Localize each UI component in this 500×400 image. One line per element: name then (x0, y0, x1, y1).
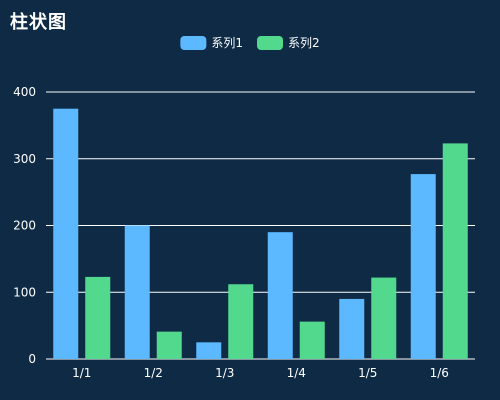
legend-swatch-series1[interactable] (180, 36, 206, 50)
legend-label-series1: 系列1 (211, 36, 243, 50)
y-tick-label: 0 (28, 352, 36, 366)
x-tick-label: 1/6 (430, 366, 449, 380)
legend-label-series2: 系列2 (288, 36, 320, 50)
bar-series2-4[interactable] (300, 322, 325, 359)
x-tick-label: 1/4 (287, 366, 306, 380)
bar-series2-2[interactable] (157, 332, 182, 359)
legend-swatch-series2[interactable] (257, 36, 283, 50)
bar-series1-4[interactable] (268, 232, 293, 359)
grid-layer (46, 92, 475, 359)
bar-series2-5[interactable] (371, 278, 396, 359)
legend[interactable]: 系列1 系列2 (180, 36, 319, 50)
x-tick-label: 1/1 (72, 366, 91, 380)
bar-series2-6[interactable] (443, 143, 468, 359)
bar-series1-2[interactable] (125, 226, 150, 360)
x-tick-label: 1/3 (215, 366, 234, 380)
bar-series1-5[interactable] (339, 299, 364, 359)
y-tick-label: 200 (13, 219, 36, 233)
x-tick-label: 1/5 (358, 366, 377, 380)
x-tick-label: 1/2 (144, 366, 163, 380)
y-tick-label: 100 (13, 285, 36, 299)
bar-series1-6[interactable] (411, 174, 436, 359)
bar-layer (53, 109, 468, 359)
y-tick-label: 400 (13, 85, 36, 99)
bar-series2-1[interactable] (85, 277, 110, 359)
bar-series1-1[interactable] (53, 109, 78, 359)
bar-series1-3[interactable] (196, 342, 221, 359)
y-tick-label: 300 (13, 152, 36, 166)
bar-series2-3[interactable] (228, 284, 253, 359)
